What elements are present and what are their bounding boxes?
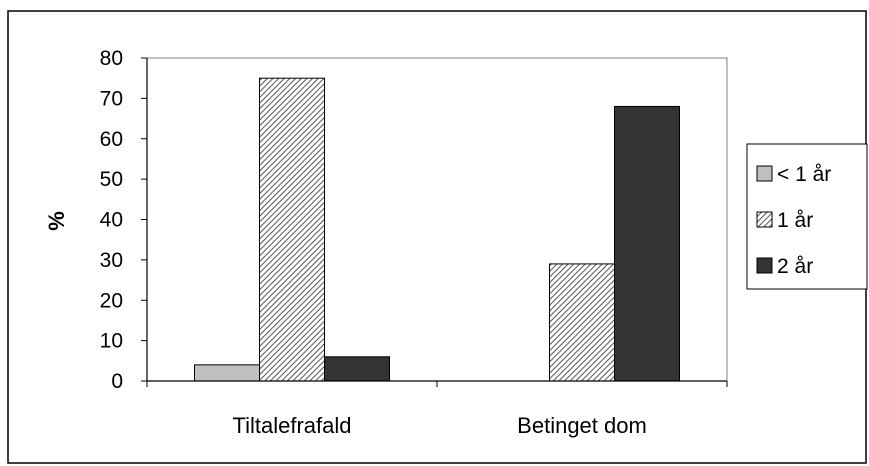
axes (146, 57, 728, 387)
legend: < 1 år 1 år 2 år (746, 143, 868, 290)
chart-frame (7, 10, 867, 464)
legend-swatch (756, 165, 773, 182)
x-category-label: Tiltalefrafald (232, 413, 351, 438)
y-tick-label: 50 (100, 168, 123, 191)
y-tick-label: 20 (100, 289, 123, 312)
bar (194, 364, 260, 382)
legend-swatch (756, 211, 773, 228)
bar (324, 356, 390, 382)
y-tick-label: 40 (100, 209, 123, 232)
x-axis-labels: Tiltalefrafald Betinget dom (232, 413, 646, 438)
bars (194, 77, 680, 382)
bar (614, 105, 680, 382)
y-axis-ticks: 0 10 20 30 40 50 60 70 80 (100, 47, 147, 393)
legend-label: < 1 år (777, 163, 831, 186)
y-tick-label: 80 (100, 47, 123, 70)
legend-label: 2 år (777, 255, 813, 278)
bar (549, 263, 615, 382)
y-tick-label: 30 (100, 249, 123, 272)
y-tick-label: 10 (100, 330, 123, 353)
bar (259, 77, 325, 382)
y-tick-label: 60 (100, 128, 123, 151)
y-tick-label: 0 (111, 370, 123, 393)
x-category-label: Betinget dom (517, 413, 647, 438)
y-axis-title: % (44, 211, 69, 231)
y-tick-label: 70 (100, 87, 123, 110)
legend-label: 1 år (777, 209, 813, 232)
legend-swatch (756, 257, 773, 274)
